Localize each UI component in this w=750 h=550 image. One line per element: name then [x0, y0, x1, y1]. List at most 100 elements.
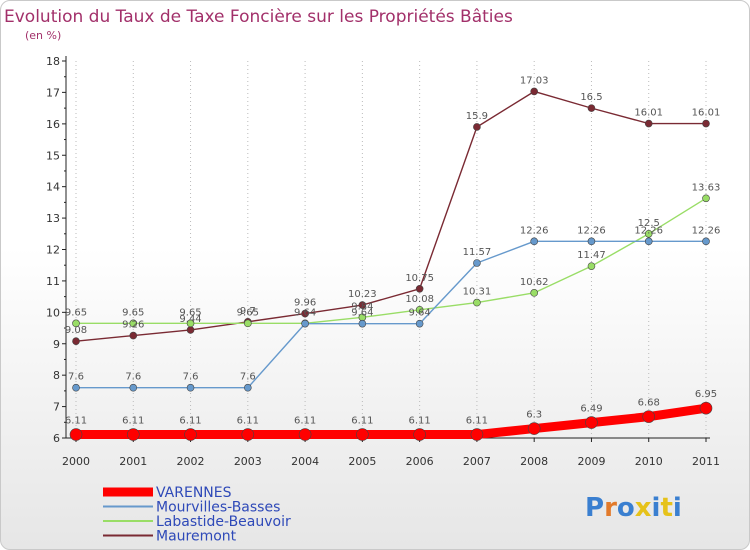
data-point	[72, 383, 80, 392]
data-label: 10.62	[520, 277, 549, 288]
data-label: 12.26	[520, 225, 549, 236]
data-point	[69, 428, 83, 441]
y-tick-label: 18	[46, 55, 60, 68]
data-label: 9.65	[65, 307, 87, 318]
data-label: 12.26	[577, 225, 606, 236]
data-label: 9.08	[65, 325, 87, 336]
data-label: 9.65	[179, 307, 201, 318]
legend-label: Mauremont	[156, 529, 237, 545]
data-label: 16.5	[580, 92, 602, 103]
data-label: 10.08	[405, 294, 434, 305]
data-label: 9.65	[237, 307, 259, 318]
y-tick-label: 13	[46, 212, 60, 225]
series-lines	[69, 87, 713, 441]
data-point	[186, 383, 195, 392]
data-point	[530, 87, 538, 96]
data-label: 6.68	[638, 398, 660, 409]
data-point	[473, 123, 481, 131]
data-point	[358, 319, 367, 328]
chart-subtitle: (en %)	[25, 29, 61, 42]
logo-letter: o	[617, 493, 635, 523]
series-line-mauremont	[75, 90, 707, 342]
grid	[75, 61, 707, 438]
data-label: 6.11	[466, 416, 488, 427]
data-label: 6.11	[237, 416, 259, 427]
data-point	[415, 319, 424, 328]
data-label: 9.64	[294, 308, 316, 319]
x-tick-label: 2000	[62, 455, 90, 468]
legend-label: Labastide-Beauvoir	[156, 514, 291, 530]
data-point	[527, 422, 541, 435]
data-label: 10.31	[463, 287, 492, 298]
data-label: 7.6	[68, 372, 84, 383]
data-label: 11.47	[577, 250, 606, 261]
x-tick-label: 2008	[520, 455, 548, 468]
data-point	[244, 383, 252, 392]
data-label: 9.7	[240, 306, 256, 317]
data-point	[644, 229, 653, 238]
data-label: 9.26	[122, 320, 144, 331]
data-label: 6.11	[351, 416, 373, 427]
data-label: 17.03	[520, 75, 549, 86]
data-label: 6.11	[122, 416, 144, 427]
legend-label: Mourvilles-Basses	[156, 500, 280, 516]
y-tick-label: 14	[46, 181, 60, 194]
series-line-varennes	[71, 403, 711, 440]
data-label: 12.5	[638, 218, 660, 229]
proxiti-logo: Proxiti	[585, 493, 682, 523]
y-tick-label: 8	[53, 369, 60, 382]
data-label: 9.84	[351, 301, 373, 312]
data-label: 10.75	[405, 273, 434, 284]
x-tick-label: 2002	[177, 455, 205, 468]
data-point	[587, 262, 596, 270]
data-point	[184, 428, 197, 441]
data-point	[186, 326, 195, 334]
logo-letter: x	[635, 493, 652, 523]
data-point	[129, 383, 138, 392]
data-point	[415, 306, 424, 314]
data-point	[241, 428, 255, 441]
data-label: 13.63	[692, 182, 721, 193]
data-point	[356, 428, 369, 441]
data-point	[126, 428, 140, 441]
data-label: 15.9	[466, 111, 488, 122]
data-label: 7.6	[240, 372, 256, 383]
data-label: 9.64	[351, 308, 373, 319]
x-tick-label: 2004	[291, 455, 319, 468]
data-label: 6.95	[695, 389, 717, 400]
data-label: 16.01	[634, 108, 663, 119]
data-point	[699, 401, 713, 415]
data-label: 6.11	[65, 416, 87, 427]
data-label: 7.6	[183, 372, 199, 383]
logo-letter: r	[604, 493, 617, 523]
data-label: 9.96	[294, 298, 316, 309]
y-tick-label: 11	[46, 275, 60, 288]
data-label: 11.57	[463, 247, 492, 258]
data-label: 9.65	[122, 307, 144, 318]
data-point	[301, 309, 309, 318]
data-point	[129, 319, 138, 328]
x-tick-label: 2005	[348, 455, 376, 468]
data-point	[644, 237, 653, 246]
data-label: 16.01	[692, 108, 721, 119]
y-tick-label: 17	[46, 86, 60, 99]
data-point	[298, 428, 312, 441]
data-point	[530, 289, 538, 297]
data-point	[186, 319, 195, 328]
data-label: 12.26	[634, 225, 663, 236]
data-point	[642, 410, 656, 423]
data-label: 6.49	[580, 404, 602, 415]
legend-label: VARENNES	[156, 485, 232, 501]
chart-title: Evolution du Taux de Taxe Foncière sur l…	[4, 7, 513, 27]
data-label: 9.64	[409, 308, 431, 319]
y-tick-label: 6	[53, 432, 60, 445]
legend: VARENNESMourvilles-BassesLabastide-Beauv…	[103, 485, 291, 545]
data-point	[644, 119, 653, 128]
series-line-labastide-beauvoir	[75, 197, 707, 325]
logo-letter: i	[652, 493, 661, 523]
x-tick-label: 2007	[463, 455, 491, 468]
data-point	[470, 428, 484, 441]
data-point	[129, 331, 138, 340]
